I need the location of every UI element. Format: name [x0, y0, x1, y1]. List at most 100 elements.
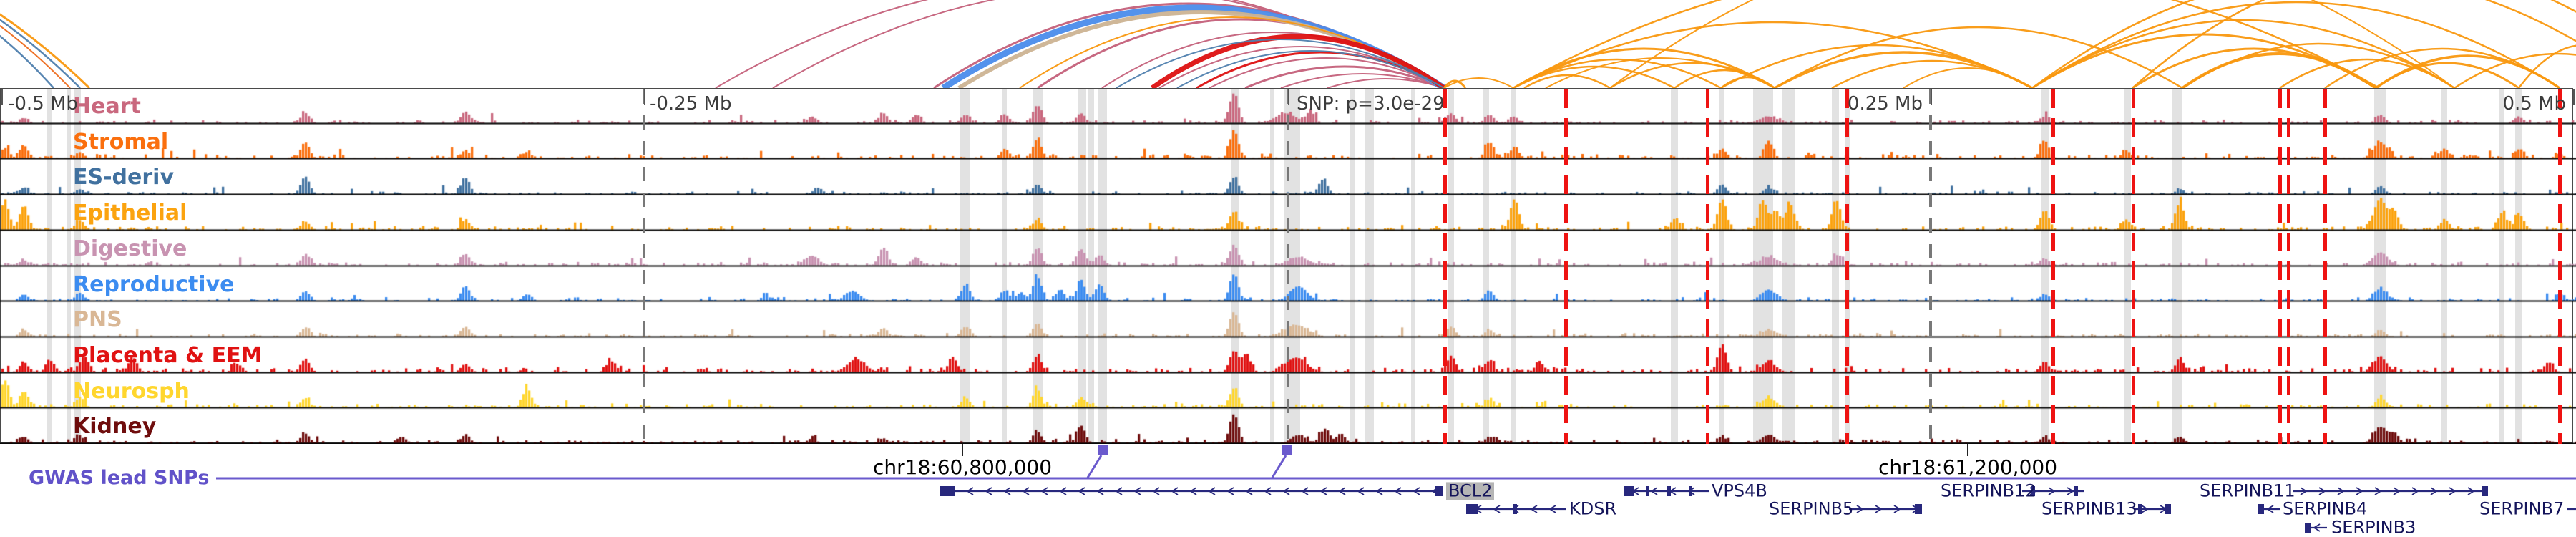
- tick-label-minus-0.5mb: -0.5 Mb: [8, 93, 78, 115]
- strand-arrow: [2411, 487, 2419, 495]
- strand-arrow: [1171, 487, 1179, 495]
- strand-arrow: [1003, 487, 1011, 495]
- strand-arrow: [1040, 487, 1048, 495]
- strand-arrow: [1226, 487, 1234, 495]
- snp-marker-line: [1443, 90, 1447, 444]
- snp-marker-line: [1706, 90, 1709, 444]
- coordinate-label-right: chr18:61,200,000: [1878, 455, 2058, 479]
- strand-arrow: [2313, 523, 2321, 532]
- strand-arrow: [1394, 487, 1402, 495]
- strand-arrow: [985, 487, 992, 495]
- gene-exon: [2305, 523, 2311, 533]
- interaction-arc: [2518, 44, 2576, 88]
- track-label-epithelial: Epithelial: [73, 200, 187, 226]
- strand-arrow: [2300, 487, 2308, 495]
- track-label-kidney: Kidney: [73, 414, 157, 440]
- strand-arrow: [1375, 487, 1383, 495]
- strand-arrow: [2337, 487, 2345, 495]
- strand-arrow: [2467, 487, 2475, 495]
- lead-snp-marker: [1098, 445, 1108, 455]
- strand-arrow: [1059, 487, 1067, 495]
- gene-exon: [2074, 486, 2078, 496]
- snp-marker-line: [1845, 90, 1849, 444]
- gene-label-bcl2: BCL2: [1446, 482, 1495, 500]
- gene-exon: [2165, 504, 2171, 514]
- gene-exon: [1915, 504, 1922, 514]
- strand-arrow: [1319, 487, 1327, 495]
- axis-tick: [2573, 90, 2575, 105]
- interaction-arc: [1513, 21, 2033, 88]
- strand-arrow: [1856, 505, 1864, 513]
- tick-guide-line: [1287, 90, 1289, 444]
- strand-arrow: [1208, 487, 1216, 495]
- interaction-arc: [0, 34, 54, 88]
- axis-tick: [644, 90, 645, 105]
- strand-arrow: [1264, 487, 1272, 495]
- strand-arrow: [2356, 487, 2363, 495]
- strand-arrow: [2449, 487, 2457, 495]
- tick-guide-line: [1929, 90, 1932, 444]
- strand-arrow: [2266, 505, 2274, 513]
- strand-arrow: [2318, 487, 2326, 495]
- interaction-arc: [1720, 76, 1775, 88]
- snp-marker-line: [2278, 90, 2282, 444]
- strand-arrow: [1282, 487, 1290, 495]
- interaction-arc: [2031, 0, 2576, 88]
- interaction-arc: [2454, 52, 2576, 88]
- track-label-es-deriv: ES-deriv: [73, 165, 175, 190]
- lead-snp-connector: [1086, 455, 1103, 478]
- tick-label-0.5mb: 0.5 Mb: [2502, 93, 2566, 115]
- snp-marker-line: [2287, 90, 2290, 444]
- snp-marker-line: [2558, 90, 2562, 444]
- snp-pvalue-label: SNP: p=3.0e-29: [1297, 93, 1445, 115]
- track-label-digestive: Digestive: [73, 236, 187, 261]
- interaction-arc: [1176, 50, 1445, 88]
- track-label-reproductive: Reproductive: [73, 271, 235, 297]
- interaction-arc: [1209, 57, 1445, 88]
- interaction-arc: [1443, 77, 1514, 88]
- gene-label-serpinb13: SERPINB13: [2041, 498, 2137, 519]
- strand-arrow: [2393, 487, 2401, 495]
- axis-tick: [1931, 90, 1932, 105]
- gene-label-serpinb5: SERPINB5: [1769, 498, 1854, 519]
- lead-snp-marker: [1282, 445, 1292, 455]
- snp-marker-line: [1564, 90, 1568, 444]
- strand-arrow: [1096, 487, 1104, 495]
- strand-arrow: [2067, 487, 2074, 495]
- strand-arrow: [1357, 487, 1365, 495]
- tick-label-minus-0.25mb: -0.25 Mb: [650, 93, 732, 115]
- strand-arrow: [2374, 487, 2382, 495]
- gene-label-vps4b: VPS4B: [1712, 480, 1767, 501]
- gene-exon: [2138, 504, 2142, 514]
- interaction-arc: [2374, 54, 2561, 88]
- strand-arrow: [1548, 505, 1556, 513]
- track-label-stromal: Stromal: [73, 129, 169, 155]
- interaction-arc: [1280, 73, 1445, 88]
- strand-arrow: [1189, 487, 1197, 495]
- gene-label-serpinb4: SERPINB4: [2283, 498, 2368, 519]
- gene-exon: [2258, 504, 2264, 514]
- strand-arrow: [1245, 487, 1253, 495]
- interaction-arc: [1774, 26, 2183, 88]
- strand-arrow: [1530, 505, 1538, 513]
- strand-arrow: [1078, 487, 1085, 495]
- gene-label-serpinb11: SERPINB11: [2200, 480, 2296, 501]
- track-label-heart: Heart: [73, 94, 141, 119]
- strand-arrow: [1493, 505, 1501, 513]
- gene-exon: [2031, 486, 2035, 496]
- gene-exon: [2482, 486, 2488, 496]
- strand-arrow: [2048, 487, 2056, 495]
- interaction-arc: [1523, 74, 1611, 88]
- strand-arrow: [1133, 487, 1141, 495]
- track-label-placenta-eem: Placenta & EEM: [73, 342, 263, 368]
- strand-arrow: [1301, 487, 1309, 495]
- interaction-arc: [1443, 79, 1467, 88]
- lead-snp-connector: [1271, 455, 1287, 478]
- tick-label-0.25mb: 0.25 Mb: [1847, 93, 1923, 115]
- snp-marker-line: [2132, 90, 2135, 444]
- interaction-arc: [1513, 65, 1675, 88]
- coordinate-label-left: chr18:60,800,000: [872, 455, 1053, 479]
- gwas-and-genes-canvas: [216, 444, 2576, 533]
- gene-exon: [1646, 486, 1649, 496]
